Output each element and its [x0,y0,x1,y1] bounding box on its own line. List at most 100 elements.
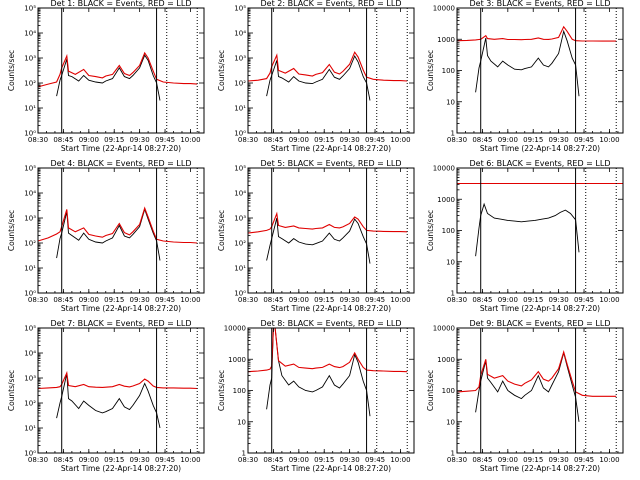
panel-det-7: Det 7: BLACK = Events, RED = LLD 08:30 08:… [7,319,205,473]
y-tick-label: 10⁴ [24,30,36,38]
y-tick-label: 10⁵ [24,325,36,333]
y-tick-label: 10⁵ [24,165,36,173]
y-tick-label: 100 [233,387,246,395]
x-tick-label: 08:45 [263,296,283,304]
x-tick-label: 10:00 [599,136,619,144]
plot-frame [247,167,415,294]
panel-det-8: Det 8: BLACK = Events, RED = LLD 08:30 08:… [217,319,415,473]
y-tick-label: 10² [234,240,246,248]
y-tick-label: 10 [446,98,455,106]
y-tick-label: 1000 [437,36,455,44]
y-axis-label: Counts/sec [426,50,435,91]
y-tick-label: 10² [234,80,246,88]
x-tick-label: 09:30 [549,296,569,304]
x-tick-label: 09:45 [365,456,385,464]
y-tick-label: 10 [237,418,246,426]
series-events-line [475,202,580,257]
series-lld-line [456,350,617,397]
y-axis-label: Counts/sec [426,210,435,251]
x-tick-label: 09:15 [104,136,124,144]
y-tick-label: 1000 [437,356,455,364]
y-tick-label: 10² [24,240,36,248]
x-tick-label: 08:30 [28,456,48,464]
y-tick-label: 10⁵ [234,5,246,13]
x-tick-label: 08:30 [447,136,467,144]
panel-title: Det 4: BLACK = Events, RED = LLD [51,159,192,168]
x-tick-label: 09:00 [498,456,518,464]
y-axis-label: Counts/sec [217,50,226,91]
y-tick-label: 10¹ [234,265,246,273]
series-lld-line [247,327,408,373]
x-tick-label: 09:15 [523,456,543,464]
x-tick-label: 09:15 [104,296,124,304]
x-tick-label: 10:00 [180,136,200,144]
x-tick-label: 09:00 [79,296,99,304]
x-tick-label: 09:00 [289,136,309,144]
y-tick-label: 10³ [234,55,246,63]
panel-title: Det 8: BLACK = Events, RED = LLD [261,319,402,328]
y-tick-label: 1000 [228,356,246,364]
series-events-line [475,29,580,97]
panel-title: Det 7: BLACK = Events, RED = LLD [51,319,192,328]
x-tick-label: 08:30 [238,136,258,144]
x-tick-label: 08:45 [53,136,73,144]
x-tick-label: 09:45 [574,136,594,144]
x-tick-label: 09:45 [155,136,175,144]
y-tick-label: 10³ [24,55,36,63]
panel-det-5: Det 5: BLACK = Events, RED = LLD 08:30 08:… [217,159,415,313]
series-lld-line [247,51,408,82]
x-tick-label: 09:30 [340,296,360,304]
x-axis-label: Start Time (22-Apr-14 08:27:20) [480,144,600,153]
x-tick-label: 09:45 [155,456,175,464]
series-lld-line [37,51,198,88]
panel-title: Det 6: BLACK = Events, RED = LLD [470,159,611,168]
y-tick-label: 10000 [433,5,455,13]
x-tick-label: 09:30 [549,136,569,144]
x-tick-label: 09:15 [523,136,543,144]
y-tick-label: 10³ [24,215,36,223]
panel-det-3: Det 3: BLACK = Events, RED = LLD 08:30 08:… [426,0,624,153]
series-events-line [56,373,161,429]
plot-frame [247,7,415,134]
x-tick-label: 08:30 [28,136,48,144]
y-tick-label: 100 [442,67,455,75]
y-tick-label: 10 [446,258,455,266]
panel-title: Det 5: BLACK = Events, RED = LLD [261,159,402,168]
y-tick-label: 10¹ [234,105,246,113]
y-tick-label: 10⁵ [24,5,36,13]
x-tick-label: 09:15 [104,456,124,464]
y-tick-label: 10⁵ [234,165,246,173]
x-tick-label: 09:00 [289,456,309,464]
panel-det-1: Det 1: BLACK = Events, RED = LLD 08:30 08:… [7,0,205,153]
x-tick-label: 09:15 [314,456,334,464]
x-tick-label: 08:45 [472,136,492,144]
x-tick-label: 08:30 [238,296,258,304]
x-tick-label: 09:15 [523,296,543,304]
x-axis-label: Start Time (22-Apr-14 08:27:20) [61,144,181,153]
x-tick-label: 09:30 [130,296,150,304]
x-tick-label: 09:30 [130,136,150,144]
x-tick-label: 10:00 [390,296,410,304]
y-tick-label: 1000 [437,196,455,204]
x-tick-label: 09:30 [340,136,360,144]
x-tick-label: 09:00 [79,456,99,464]
y-tick-label: 10⁴ [234,30,246,38]
y-tick-label: 10⁴ [234,190,246,198]
y-tick-label: 1 [451,450,455,458]
x-tick-label: 08:30 [28,296,48,304]
y-tick-label: 10000 [433,165,455,173]
x-tick-label: 08:45 [53,296,73,304]
x-tick-label: 10:00 [180,296,200,304]
x-tick-label: 08:45 [263,136,283,144]
x-axis-label: Start Time (22-Apr-14 08:27:20) [480,464,600,473]
x-axis-label: Start Time (22-Apr-14 08:27:20) [271,304,391,313]
y-tick-label: 1 [451,130,455,138]
x-tick-label: 09:00 [498,136,518,144]
y-axis-label: Counts/sec [426,370,435,411]
x-tick-label: 08:45 [53,456,73,464]
y-tick-label: 10 [446,418,455,426]
y-tick-label: 10¹ [24,265,36,273]
x-tick-label: 08:30 [238,456,258,464]
